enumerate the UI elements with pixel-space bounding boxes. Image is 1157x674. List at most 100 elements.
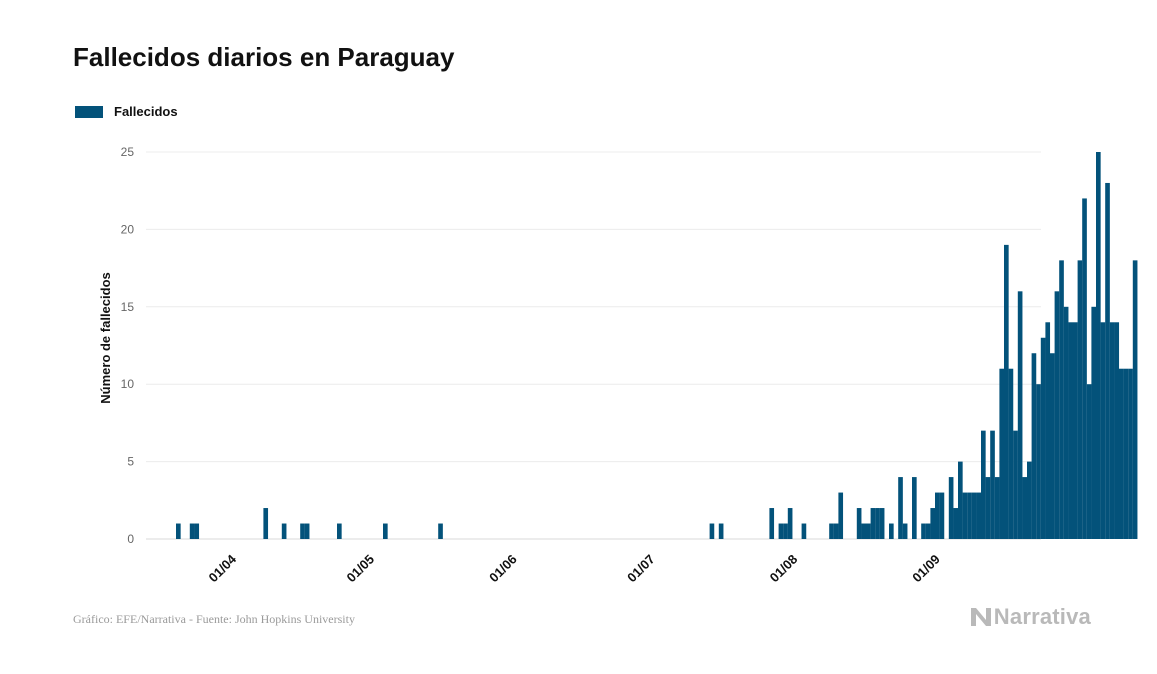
bar (1004, 244, 1009, 539)
narrativa-logo-icon (970, 608, 991, 626)
bar (925, 523, 931, 539)
legend-swatch (75, 105, 103, 118)
x-tick-label: 01/04 (206, 551, 240, 585)
bar (194, 523, 200, 539)
brand-logo: Narrativa (970, 604, 1091, 630)
y-tick-label: 15 (121, 300, 135, 314)
bar (1128, 368, 1133, 539)
bars (176, 152, 1138, 539)
bar (300, 523, 305, 539)
bar (935, 492, 940, 539)
bar (1017, 291, 1023, 539)
bar (985, 477, 991, 539)
bar (718, 523, 724, 539)
bar (1036, 384, 1041, 539)
bar (930, 508, 936, 539)
chart-title: Fallecidos diarios en Paraguay (73, 42, 455, 72)
legend-label: Fallecidos (114, 104, 178, 119)
x-tick-label: 01/07 (624, 552, 658, 586)
bar (769, 508, 775, 539)
bar (948, 477, 954, 539)
y-tick-label: 20 (121, 222, 135, 236)
bar (1054, 291, 1060, 539)
y-tick-labels: 0 5 10 15 20 25 (121, 145, 135, 546)
bar (829, 523, 834, 539)
bar (999, 368, 1005, 539)
bar (1091, 306, 1097, 539)
bar (856, 508, 862, 539)
bar (1068, 322, 1074, 539)
bar (1022, 477, 1028, 539)
brand-name: Narrativa (993, 604, 1091, 629)
bar (176, 523, 181, 539)
y-tick-label: 5 (127, 455, 134, 469)
bar (921, 523, 926, 539)
bar (912, 477, 917, 539)
bar (383, 523, 388, 539)
bar (1013, 430, 1018, 539)
bar (787, 508, 793, 539)
bar (1031, 353, 1037, 539)
bar (981, 430, 986, 539)
source-note: Gráfico: EFE/Narrativa - Fuente: John Ho… (73, 612, 355, 626)
bar (866, 523, 871, 539)
bar (994, 477, 1000, 539)
bar (971, 492, 977, 539)
x-tick-labels: 01/04 01/05 01/06 01/07 01/08 01/09 (206, 551, 943, 585)
bar (838, 492, 844, 539)
bar (1105, 182, 1110, 539)
bar (1063, 306, 1069, 539)
bar (1096, 152, 1101, 539)
x-tick-label: 01/06 (486, 552, 520, 586)
bar (1086, 384, 1092, 539)
bar (898, 477, 903, 539)
bar (801, 523, 807, 539)
bar (778, 523, 784, 539)
y-tick-label: 10 (121, 377, 135, 391)
bar (1045, 322, 1051, 539)
bar (304, 523, 310, 539)
bar (1059, 260, 1064, 539)
bar (438, 523, 443, 539)
bar (1100, 322, 1106, 539)
bar (870, 508, 876, 539)
bar (1040, 337, 1046, 539)
bar (337, 523, 342, 539)
bar (1027, 461, 1032, 539)
bar (861, 523, 867, 539)
bar (958, 461, 963, 539)
legend: Fallecidos (75, 104, 178, 119)
bar (1050, 353, 1055, 539)
y-axis-label: Número de fallecidos (98, 272, 113, 403)
bar (1119, 368, 1124, 539)
y-tick-label: 25 (121, 145, 135, 159)
bar (875, 508, 880, 539)
bar (939, 492, 945, 539)
bar (1132, 260, 1138, 539)
bar (879, 508, 885, 539)
bar (1073, 322, 1078, 539)
y-tick-label: 0 (127, 532, 134, 546)
x-tick-label: 01/05 (344, 552, 378, 586)
gridlines (146, 151, 1041, 540)
bar (1109, 322, 1115, 539)
bar (783, 523, 788, 539)
x-tick-label: 01/09 (909, 552, 943, 586)
bar (889, 523, 894, 539)
bar (833, 523, 839, 539)
bar (263, 508, 269, 539)
bar (1114, 322, 1120, 539)
bar (1008, 368, 1014, 539)
bar (962, 492, 968, 539)
bar (953, 508, 959, 539)
bar (990, 430, 995, 539)
x-tick-label: 01/08 (767, 552, 801, 586)
bar (709, 523, 715, 539)
bar (902, 523, 908, 539)
bar (967, 492, 972, 539)
bar (189, 523, 195, 539)
bar (1077, 260, 1083, 539)
bar (281, 523, 287, 539)
bar (1123, 368, 1129, 539)
